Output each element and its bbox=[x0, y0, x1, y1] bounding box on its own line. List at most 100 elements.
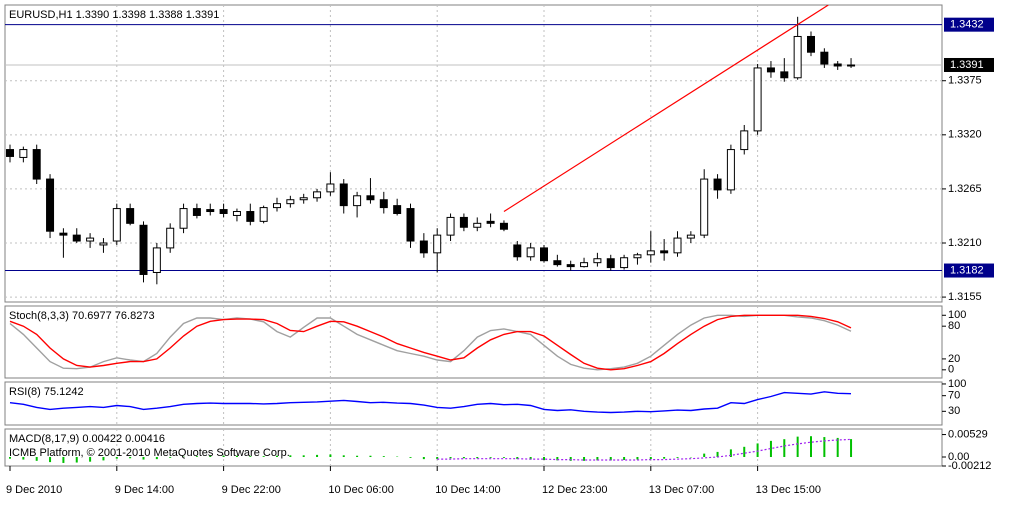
histogram-bar bbox=[516, 457, 519, 460]
candle-body bbox=[766, 67, 775, 73]
candle-body bbox=[433, 234, 442, 254]
histogram-bar bbox=[329, 454, 332, 458]
histogram-bar bbox=[810, 436, 812, 458]
copyright: ICMB Platform, © 2001-2010 MetaQuotes So… bbox=[9, 447, 290, 459]
panel bbox=[4, 428, 943, 467]
candle-body bbox=[259, 207, 268, 222]
candle-body bbox=[232, 211, 241, 216]
histogram-bar bbox=[62, 457, 65, 463]
histogram-bar bbox=[850, 439, 853, 458]
indicator-line bbox=[9, 391, 852, 414]
y-tick-label: 1.3155 bbox=[948, 291, 982, 303]
candle-body bbox=[86, 237, 95, 242]
panel-title: MACD(8,17,9) 0.00422 0.00416 bbox=[9, 433, 165, 445]
histogram-bar bbox=[22, 457, 25, 460]
histogram-bar bbox=[703, 453, 706, 458]
current-price-label: 1.3391 bbox=[950, 59, 984, 71]
plot-area: EURUSD,H1 1.3390 1.3398 1.3388 1.3391 bbox=[5, 5, 942, 302]
histogram-bar bbox=[609, 457, 612, 461]
candle-body bbox=[166, 227, 175, 249]
candle-body bbox=[326, 183, 335, 193]
histogram-bar bbox=[569, 457, 572, 461]
histogram-bar bbox=[342, 455, 345, 458]
candle-body bbox=[366, 195, 375, 201]
candle-body bbox=[633, 254, 642, 259]
histogram-bar bbox=[529, 457, 532, 460]
histogram-bar bbox=[302, 455, 305, 458]
y-tick-label: 70 bbox=[948, 390, 960, 402]
histogram-bar bbox=[102, 457, 105, 461]
y-tick-label: 30 bbox=[948, 405, 960, 417]
candle-body bbox=[313, 191, 322, 199]
histogram-bar bbox=[449, 457, 452, 459]
price-label-box bbox=[944, 263, 994, 278]
x-tick-label: 12 Dec 23:00 bbox=[542, 484, 607, 496]
histogram-bar bbox=[462, 457, 465, 459]
price-label-box bbox=[944, 17, 994, 32]
x-tick-label: 13 Dec 07:00 bbox=[649, 484, 714, 496]
candle-body bbox=[59, 232, 68, 236]
candle-body bbox=[339, 183, 348, 207]
histogram-bar bbox=[249, 456, 252, 458]
x-tick-label: 10 Dec 14:00 bbox=[435, 484, 500, 496]
histogram-bar bbox=[543, 457, 545, 460]
histogram-bar bbox=[49, 457, 52, 463]
x-tick-label: 13 Dec 15:00 bbox=[756, 484, 821, 496]
candle-body bbox=[46, 178, 55, 232]
histogram-bar bbox=[169, 457, 172, 458]
histogram-bar bbox=[676, 457, 679, 458]
histogram-bar bbox=[502, 457, 505, 458]
plot-area: Stoch(8,3,3) 70.6977 76.8273 bbox=[9, 306, 852, 378]
candle-body bbox=[686, 234, 695, 239]
price-label: 1.3432 bbox=[950, 19, 984, 31]
candle-body bbox=[473, 222, 482, 228]
candle-body bbox=[179, 208, 188, 229]
histogram-bar bbox=[75, 457, 78, 463]
y-tick-label: 20 bbox=[948, 353, 960, 365]
histogram-bar bbox=[235, 455, 238, 458]
panel bbox=[4, 4, 943, 303]
y-tick-label: 0 bbox=[948, 364, 954, 376]
histogram-bar bbox=[209, 455, 212, 458]
candle-body bbox=[553, 260, 562, 266]
histogram-bar bbox=[783, 439, 786, 458]
y-tick-label: 0.00 bbox=[948, 451, 969, 463]
candle-body bbox=[833, 63, 842, 67]
histogram-bar bbox=[583, 457, 586, 461]
panel-title: RSI(8) 75.1242 bbox=[9, 386, 84, 398]
y-tick-label: 1.3375 bbox=[948, 75, 982, 87]
x-tick-label: 10 Dec 06:00 bbox=[328, 484, 393, 496]
histogram-bar bbox=[422, 457, 425, 460]
candle-body bbox=[192, 208, 201, 216]
histogram-bar bbox=[356, 455, 359, 458]
candle-body bbox=[593, 258, 602, 264]
histogram-bar bbox=[756, 443, 759, 458]
histogram-bar bbox=[9, 457, 11, 459]
y-tick-label: 80 bbox=[948, 320, 960, 332]
candle-body bbox=[286, 199, 295, 205]
candle-body bbox=[780, 71, 789, 79]
histogram-bar bbox=[623, 457, 626, 460]
y-tick-label: 0.00529 bbox=[948, 428, 988, 440]
candle-body bbox=[700, 178, 709, 236]
candle-body bbox=[393, 205, 402, 214]
x-tick-label: 9 Dec 22:00 bbox=[222, 484, 281, 496]
histogram-bar bbox=[409, 457, 412, 458]
candle-body bbox=[446, 216, 455, 236]
x-tick-label: 9 Dec 14:00 bbox=[115, 484, 174, 496]
candle-body bbox=[379, 199, 388, 209]
candle-body bbox=[126, 208, 135, 224]
histogram-bar bbox=[129, 457, 132, 459]
histogram-bar bbox=[716, 451, 719, 458]
candle-body bbox=[419, 240, 428, 254]
candle-body bbox=[606, 258, 615, 269]
panel bbox=[4, 381, 943, 426]
histogram-bar bbox=[195, 456, 198, 458]
histogram-bar bbox=[476, 457, 479, 459]
candle-body bbox=[406, 208, 415, 242]
histogram-bar bbox=[556, 457, 559, 461]
indicator-line bbox=[9, 314, 852, 371]
histogram-bar bbox=[823, 437, 826, 458]
histogram-bar bbox=[769, 440, 772, 458]
